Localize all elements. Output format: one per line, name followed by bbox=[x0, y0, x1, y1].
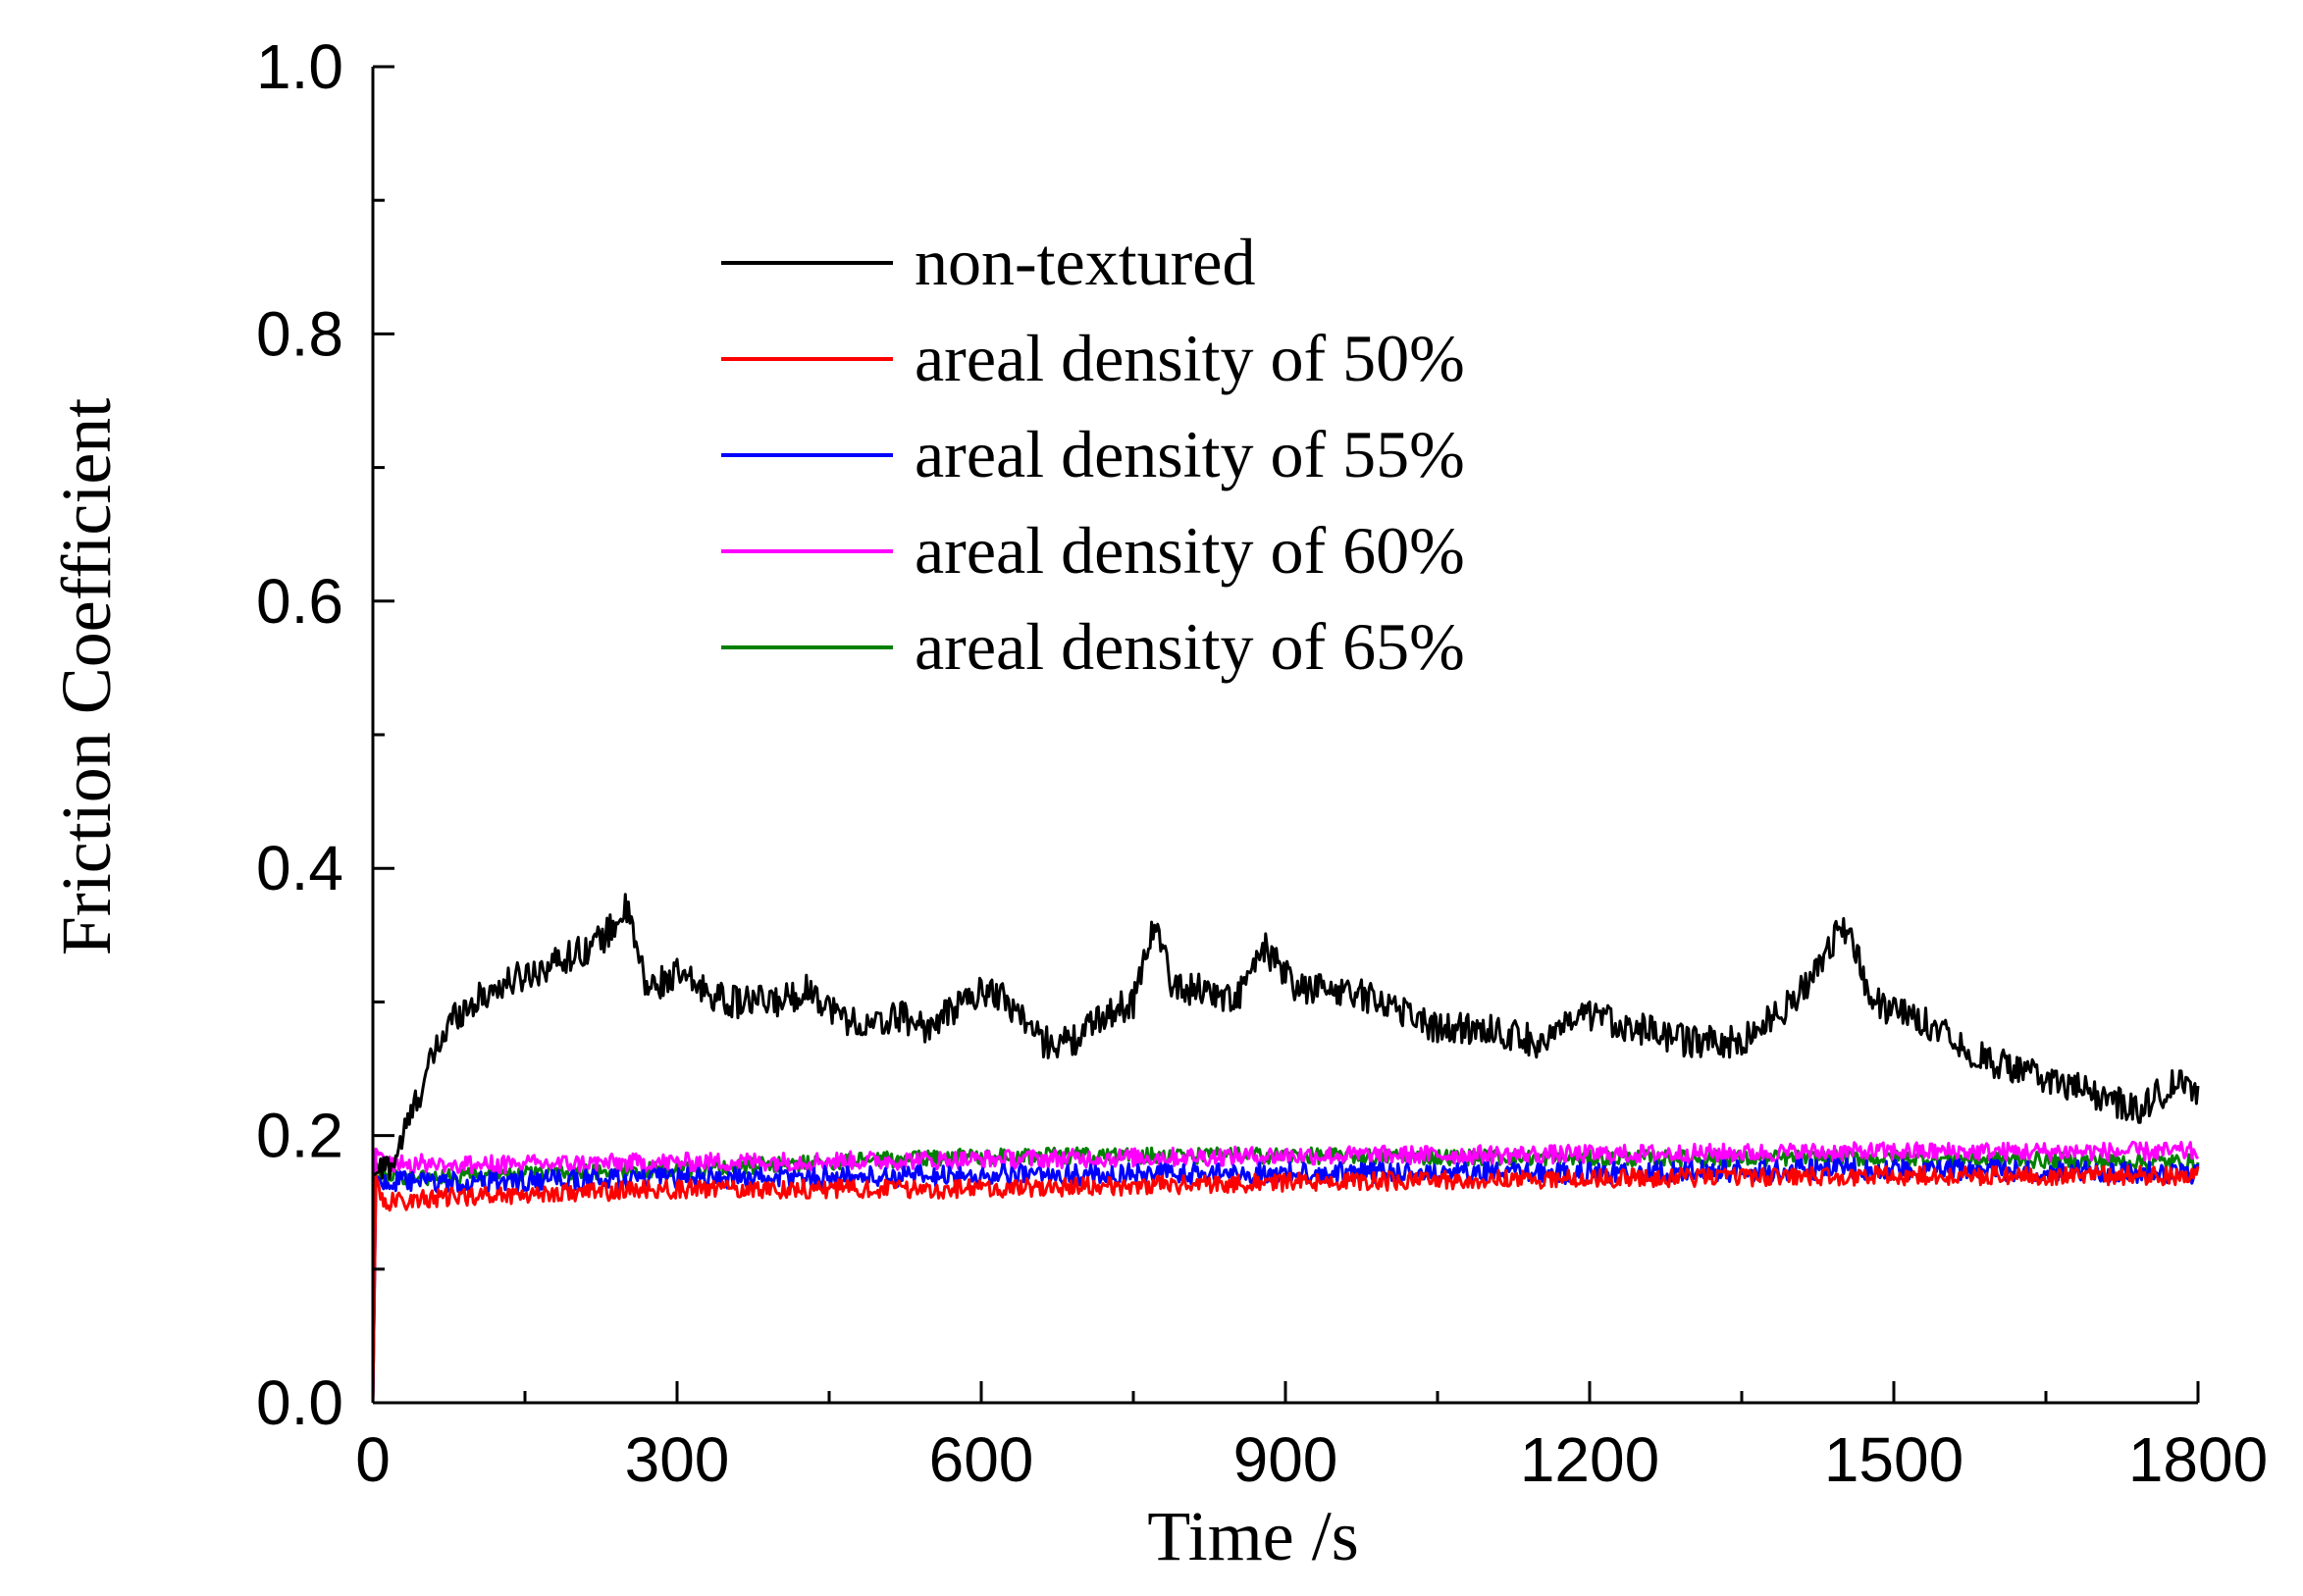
series-line-non-textured bbox=[372, 893, 2200, 1181]
series-line-density-1 bbox=[371, 1164, 2200, 1404]
series-line-density-3 bbox=[371, 1140, 2200, 1404]
legend-label: areal density of 65% bbox=[915, 609, 1465, 684]
x-tick-label: 0 bbox=[355, 1424, 391, 1495]
legend-label: areal density of 55% bbox=[915, 417, 1465, 491]
legend: non-textured areal density of 50% areal de… bbox=[721, 225, 1465, 684]
x-tick-label: 1500 bbox=[1824, 1424, 1963, 1495]
y-axis-title: Friction Coefficient bbox=[47, 398, 126, 956]
x-tick-label: 300 bbox=[625, 1424, 730, 1495]
legend-label: non-textured bbox=[915, 225, 1255, 299]
x-axis-title: Time /s bbox=[1147, 1497, 1358, 1575]
x-tick-label: 1800 bbox=[2128, 1424, 2268, 1495]
axes-layer: 0.0 0.2 0.4 0.6 0.8 1.0 0 300 600 900 1200 1500 1800 bbox=[256, 31, 2268, 1495]
y-tick-label: 0.8 bbox=[256, 298, 343, 369]
x-tick-label: 1200 bbox=[1520, 1424, 1659, 1495]
x-tick-label: 900 bbox=[1233, 1424, 1338, 1495]
series-layer bbox=[371, 893, 2200, 1404]
y-tick-label: 0.2 bbox=[256, 1101, 343, 1171]
y-tick-label: 0.6 bbox=[256, 566, 343, 637]
y-tick-label: 0.4 bbox=[256, 833, 343, 903]
legend-label: areal density of 50% bbox=[915, 321, 1465, 395]
y-tick-label: 0.0 bbox=[256, 1367, 343, 1438]
legend-label: areal density of 60% bbox=[915, 513, 1465, 588]
y-tick-label: 1.0 bbox=[256, 31, 343, 102]
x-tick-label: 600 bbox=[929, 1424, 1034, 1495]
